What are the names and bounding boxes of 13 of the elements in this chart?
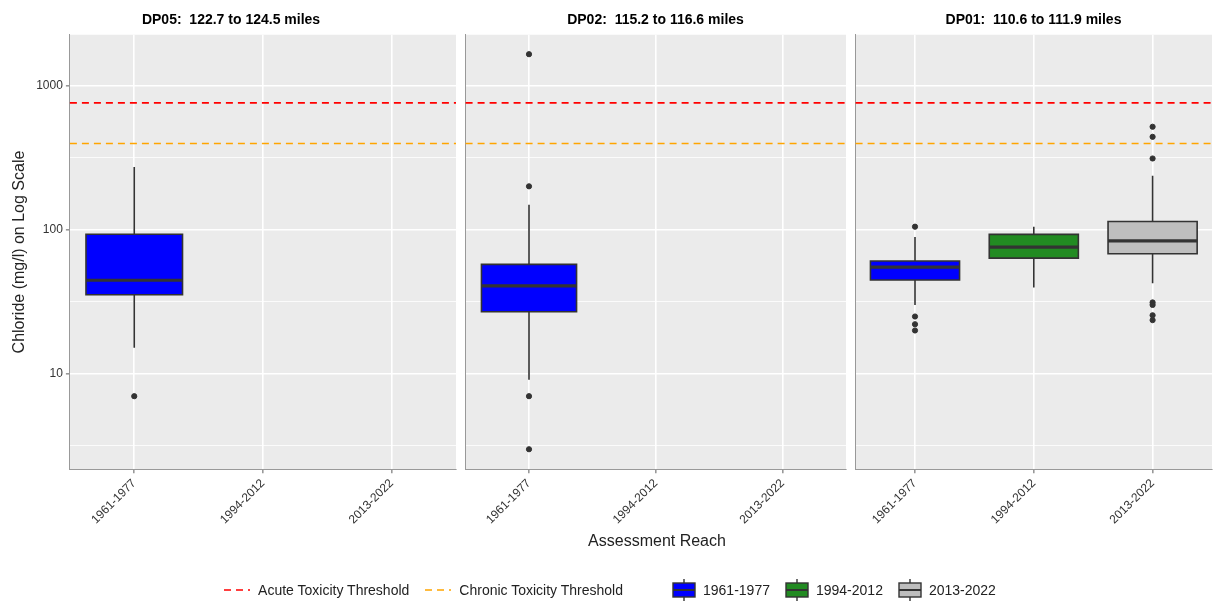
chart-title: DP02: 115.2 to 116.6 miles: [567, 11, 745, 28]
chart-title: DP01: 110.6 to 111.9 miles: [945, 11, 1122, 28]
legend-label: 2013-2022: [928, 582, 996, 598]
legend-label: Acute Toxicity Threshold: [258, 582, 410, 598]
y-tick-label: 1000: [36, 77, 64, 92]
legend-label: Chronic Toxicity Threshold: [459, 582, 624, 598]
y-tick-label: 100: [42, 222, 64, 237]
legend-label: 1961-1977: [703, 582, 770, 598]
y-tick-label: 10: [49, 366, 64, 381]
x-axis-title: Assessment Reach: [587, 532, 727, 550]
chart-title: DP05: 122.7 to 124.5 miles: [141, 11, 321, 28]
legend-label: 1994-2012: [815, 582, 883, 598]
y-axis-title: Chloride (mg/l) on Log Scale: [10, 150, 28, 354]
